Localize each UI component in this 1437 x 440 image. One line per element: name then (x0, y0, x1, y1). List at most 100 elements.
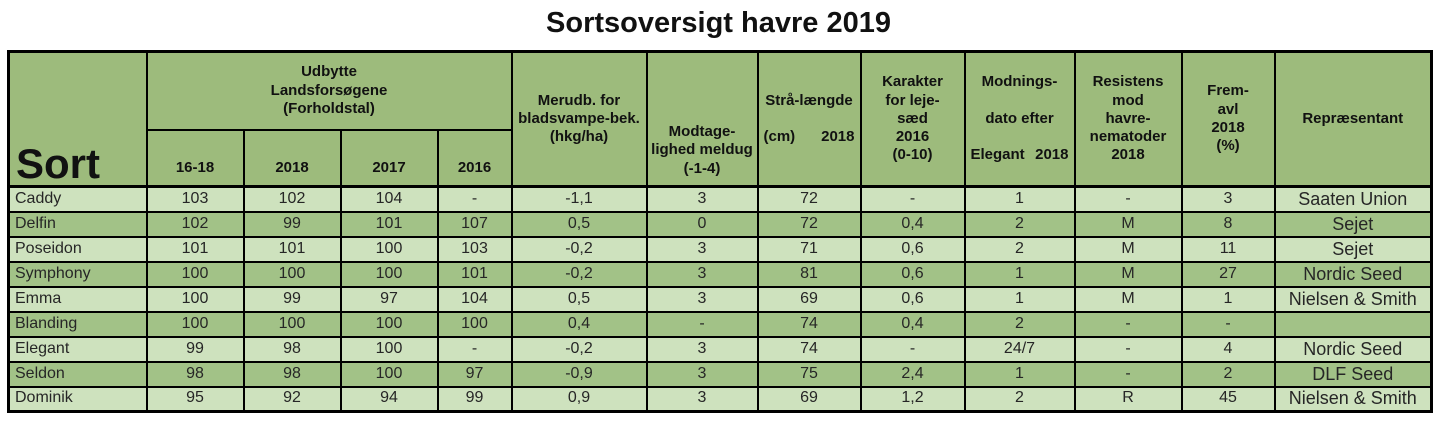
cell-lejesaed: 2,4 (859, 360, 966, 388)
cell-straalaengde: 74 (756, 310, 862, 338)
cell-sort: Caddy (7, 185, 148, 213)
cell-merudb: 0,9 (510, 385, 648, 413)
cell-nematoder: - (1073, 185, 1183, 213)
cell-udbytte-16-18: 103 (145, 185, 245, 213)
cell-nematoder: - (1073, 335, 1183, 363)
cell-merudb: -0,2 (510, 335, 648, 363)
cell-straalaengde: 75 (756, 360, 862, 388)
column-header-2016: 2016 (436, 128, 513, 188)
cell-repraesentant: Nordic Seed (1273, 260, 1433, 288)
cell-udbytte-2016: 99 (436, 385, 513, 413)
cell-straalaengde: 81 (756, 260, 862, 288)
cell-meldug: - (645, 310, 759, 338)
cell-fremavl: 1 (1180, 285, 1276, 313)
cell-sort: Symphony (7, 260, 148, 288)
cell-straalaengde: 69 (756, 385, 862, 413)
cell-fremavl: 2 (1180, 360, 1276, 388)
modningsdato-line3: Elegant 2018 (968, 146, 1072, 164)
cell-lejesaed: 0,6 (859, 285, 966, 313)
group-header-udbytte: Udbytte Landsforsøgene (Forholdstal) (145, 50, 513, 131)
cell-udbytte-2018: 100 (242, 260, 342, 288)
column-header-repraesentant: Repræsentant (1273, 50, 1433, 188)
cell-fremavl: - (1180, 310, 1276, 338)
modningsdato-year: 2018 (1035, 146, 1069, 164)
cell-straalaengde: 71 (756, 235, 862, 263)
cell-modningsdato: 1 (963, 285, 1076, 313)
table-header: Sort Udbytte Landsforsøgene (Forholdstal… (7, 50, 1433, 188)
table-row: Delfin 102 99 101 107 0,5 0 72 0,4 2 M 8 Sejet (7, 210, 1433, 238)
cell-repraesentant: DLF Seed (1273, 360, 1433, 388)
table-body: Caddy 103 102 104- -1,1 3 72-1-3 Saaten Union De… (7, 185, 1433, 413)
cell-udbytte-16-18: 98 (145, 360, 245, 388)
cell-fremavl: 11 (1180, 235, 1276, 263)
column-header-nematoder: Resistens mod havre- nematoder 2018 (1073, 50, 1183, 188)
cell-udbytte-16-18: 99 (145, 335, 245, 363)
cell-udbytte-2016: 104 (436, 285, 513, 313)
cell-straalaengde: 69 (756, 285, 862, 313)
cell-lejesaed: 0,4 (859, 310, 966, 338)
cell-udbytte-2018: 99 (242, 210, 342, 238)
table-row: Poseidon 101 101 100 103 -0,2 3 71 0,6 2 M 11 Sejet (7, 235, 1433, 263)
cell-meldug: 3 (645, 385, 759, 413)
cell-fremavl: 27 (1180, 260, 1276, 288)
column-header-merudb: Merudb. for bladsvampe-bek. (hkg/ha) (510, 50, 648, 188)
cell-udbytte-16-18: 102 (145, 210, 245, 238)
cell-udbytte-2017: 94 (339, 385, 439, 413)
cell-repraesentant: Sejet (1273, 235, 1433, 263)
cell-merudb: 0,5 (510, 285, 648, 313)
cell-lejesaed: 0,4 (859, 210, 966, 238)
header-row-years: 16-18 2018 2017 2016 (9, 128, 1432, 188)
cell-modningsdato: 2 (963, 385, 1076, 413)
cell-sort: Elegant (7, 335, 148, 363)
cell-fremavl: 3 (1180, 185, 1276, 213)
cell-merudb: -0,9 (510, 360, 648, 388)
cell-meldug: 3 (645, 360, 759, 388)
table-row: Seldon 98 98 100 97 -0,9 3 75 2,4 1-2 DLF Seed (7, 360, 1433, 388)
cell-meldug: 3 (645, 235, 759, 263)
cell-straalaengde: 74 (756, 335, 862, 363)
column-header-straalaengde: Strå-længde (cm) 2018 (756, 50, 862, 188)
cell-udbytte-2017: 100 (339, 260, 439, 288)
table-row: Symphony 100 100 100 101 -0,2 3 81 0,6 1 M 27 Nordic… (7, 260, 1433, 288)
cell-udbytte-16-18: 100 (145, 260, 245, 288)
cell-lejesaed: - (859, 185, 966, 213)
cell-udbytte-2018: 98 (242, 335, 342, 363)
cell-modningsdato: 24/7 (963, 335, 1076, 363)
modningsdato-line2: dato efter (985, 109, 1054, 127)
column-header-16-18: 16-18 (145, 128, 245, 188)
cell-nematoder: R (1073, 385, 1183, 413)
cell-modningsdato: 2 (963, 210, 1076, 238)
cell-sort: Seldon (7, 360, 148, 388)
cell-udbytte-2016: 103 (436, 235, 513, 263)
cell-fremavl: 8 (1180, 210, 1276, 238)
table-row: Emma 100 99 97 104 0,5 3 69 0,6 1 M 1 Nielsen & Smit… (7, 285, 1433, 313)
cell-fremavl: 4 (1180, 335, 1276, 363)
cell-sort: Dominik (7, 385, 148, 413)
cell-fremavl: 45 (1180, 385, 1276, 413)
cell-udbytte-2016: 101 (436, 260, 513, 288)
column-header-lejesaed: Karakter for leje- sæd 2016 (0-10) (859, 50, 966, 188)
cell-udbytte-2016: - (436, 335, 513, 363)
cell-nematoder: M (1073, 210, 1183, 238)
cell-udbytte-2017: 100 (339, 310, 439, 338)
cell-nematoder: M (1073, 285, 1183, 313)
cell-sort: Blanding (7, 310, 148, 338)
cell-udbytte-16-18: 100 (145, 285, 245, 313)
cell-merudb: -1,1 (510, 185, 648, 213)
cell-repraesentant: Saaten Union (1273, 185, 1433, 213)
cell-udbytte-2016: 97 (436, 360, 513, 388)
cell-lejesaed: - (859, 335, 966, 363)
cell-repraesentant: Nielsen & Smith (1273, 285, 1433, 313)
cell-nematoder: - (1073, 360, 1183, 388)
cell-meldug: 3 (645, 285, 759, 313)
cell-repraesentant: Nordic Seed (1273, 335, 1433, 363)
cell-udbytte-2017: 100 (339, 235, 439, 263)
cell-straalaengde: 72 (756, 210, 862, 238)
cell-nematoder: M (1073, 235, 1183, 263)
header-row-top: Sort Udbytte Landsforsøgene (Forholdstal… (7, 50, 1433, 188)
cell-nematoder: - (1073, 310, 1183, 338)
column-header-2017: 2017 (339, 128, 439, 188)
straalaengde-unit-year: (cm) 2018 (761, 128, 858, 146)
cell-udbytte-16-18: 95 (145, 385, 245, 413)
straalaengde-year: 2018 (821, 128, 855, 146)
